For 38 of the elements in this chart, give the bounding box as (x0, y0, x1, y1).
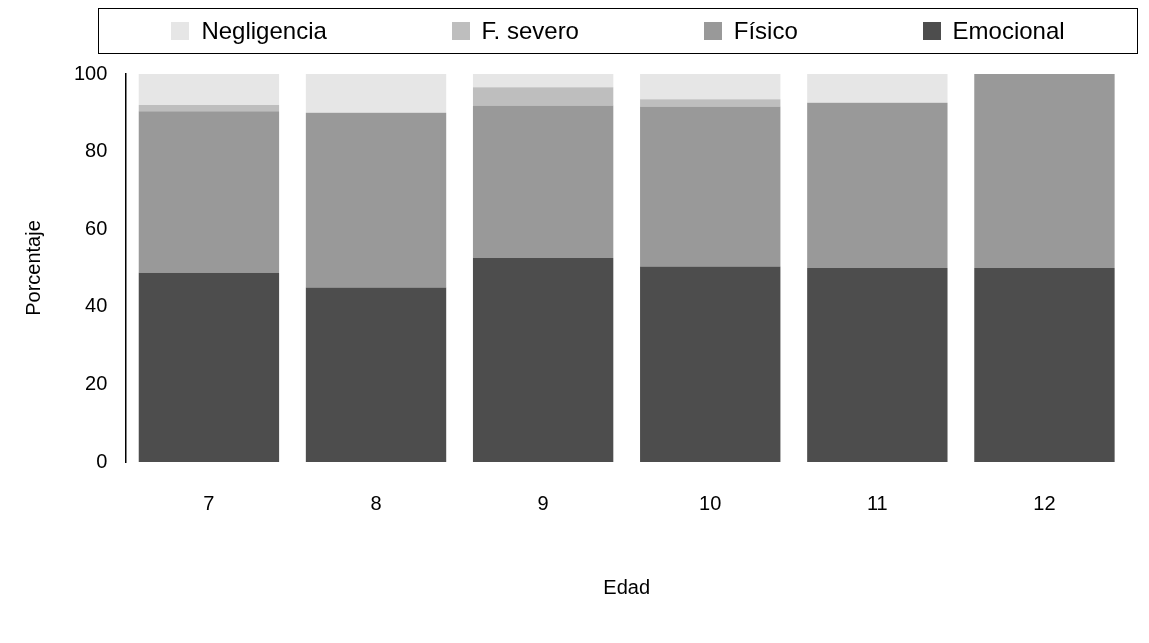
y-tick-label: 40 (85, 294, 108, 317)
y-axis-title: Porcentaje (21, 220, 44, 316)
legend-label: Negligencia (201, 17, 327, 45)
bar (472, 74, 614, 88)
x-tick-label: 12 (1033, 491, 1056, 514)
bar (138, 111, 280, 273)
bar (640, 266, 781, 462)
bar (138, 74, 280, 106)
x-tick-label: 11 (866, 491, 888, 514)
legend-label: F. severo (481, 17, 579, 45)
y-tick-label: 0 (96, 449, 108, 472)
bar (807, 268, 948, 462)
bar (640, 106, 781, 267)
legend-label: Físico (733, 17, 798, 45)
x-tick-label: 9 (537, 491, 549, 514)
bar (138, 105, 280, 112)
y-tick-label: 100 (73, 61, 108, 84)
bar (305, 287, 447, 462)
bar (974, 74, 1115, 268)
y-tick-label: 60 (85, 216, 108, 239)
bar (807, 102, 948, 268)
x-tick-label: 10 (699, 491, 722, 514)
bar (472, 105, 614, 258)
bar (807, 74, 948, 103)
bar (640, 99, 781, 107)
y-tick-label: 80 (85, 139, 108, 162)
bar (138, 272, 280, 462)
y-tick-label: 20 (85, 371, 108, 394)
bar (305, 112, 447, 288)
x-tick-label: 7 (203, 491, 215, 514)
bar (640, 74, 781, 100)
bar (472, 87, 614, 106)
bar (472, 257, 614, 462)
x-axis-title: Edad (603, 575, 651, 598)
bar (974, 268, 1115, 462)
x-tick-label: 8 (370, 491, 382, 514)
legend-label: Emocional (952, 17, 1065, 45)
bar (305, 74, 447, 113)
